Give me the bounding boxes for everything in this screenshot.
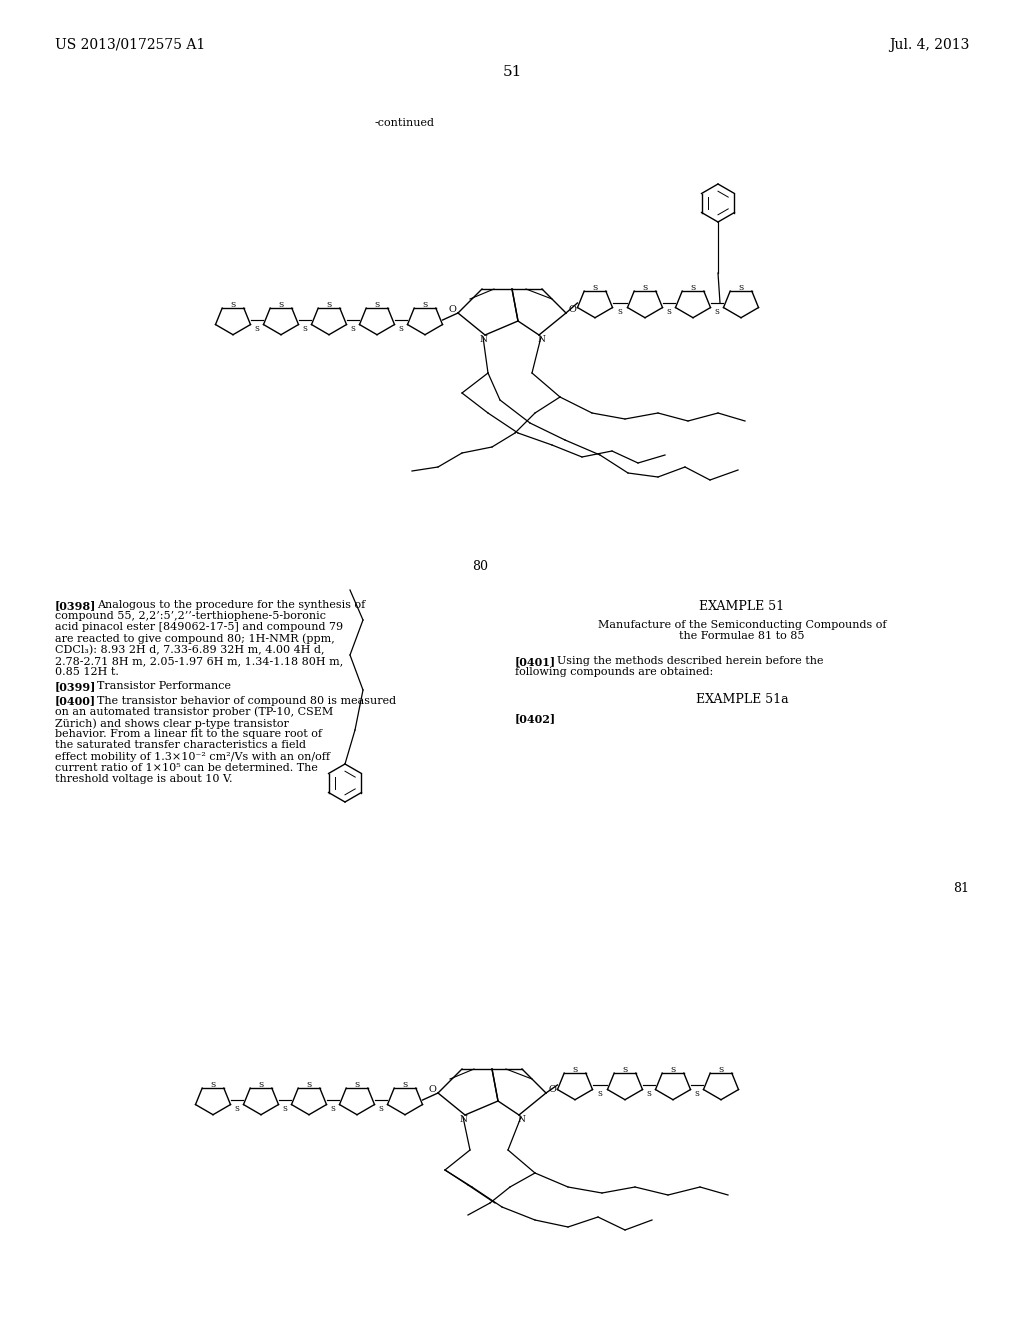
Text: S: S: [738, 284, 743, 292]
Text: CDCl₃): 8.93 2H d, 7.33-6.89 32H m, 4.00 4H d,: CDCl₃): 8.93 2H d, 7.33-6.89 32H m, 4.00…: [55, 644, 325, 655]
Text: S: S: [694, 1090, 699, 1098]
Text: -continued: -continued: [375, 117, 435, 128]
Text: S: S: [350, 325, 355, 333]
Text: behavior. From a linear fit to the square root of: behavior. From a linear fit to the squar…: [55, 729, 322, 739]
Text: [0402]: [0402]: [515, 713, 556, 725]
Text: effect mobility of 1.3×10⁻² cm²/Vs with an on/off: effect mobility of 1.3×10⁻² cm²/Vs with …: [55, 751, 330, 762]
Text: Zürich) and shows clear p-type transistor: Zürich) and shows clear p-type transisto…: [55, 718, 289, 729]
Text: S: S: [398, 325, 403, 333]
Text: Using the methods described herein before the: Using the methods described herein befor…: [557, 656, 823, 665]
Text: S: S: [617, 308, 623, 315]
Text: 51: 51: [503, 65, 521, 79]
Text: S: S: [258, 1081, 263, 1089]
Text: The transistor behavior of compound 80 is measured: The transistor behavior of compound 80 i…: [96, 696, 395, 706]
Text: 0.85 12H t.: 0.85 12H t.: [55, 667, 119, 677]
Text: O: O: [428, 1085, 436, 1094]
Text: Jul. 4, 2013: Jul. 4, 2013: [889, 38, 969, 51]
Text: are reacted to give compound 80; 1H-NMR (ppm,: are reacted to give compound 80; 1H-NMR …: [55, 634, 335, 644]
Text: Transistor Performance: Transistor Performance: [96, 681, 230, 692]
Text: [0399]: [0399]: [55, 681, 96, 693]
Text: S: S: [667, 308, 672, 315]
Text: S: S: [210, 1081, 216, 1089]
Text: following compounds are obtained:: following compounds are obtained:: [515, 667, 714, 677]
Text: O: O: [449, 305, 456, 314]
Text: S: S: [642, 284, 647, 292]
Text: S: S: [592, 284, 598, 292]
Text: current ratio of 1×10⁵ can be determined. The: current ratio of 1×10⁵ can be determined…: [55, 763, 317, 772]
Text: S: S: [402, 1081, 408, 1089]
Text: acid pinacol ester [849062-17-5] and compound 79: acid pinacol ester [849062-17-5] and com…: [55, 623, 343, 632]
Text: S: S: [623, 1067, 628, 1074]
Text: S: S: [255, 325, 259, 333]
Text: O: O: [548, 1085, 556, 1094]
Text: N: N: [459, 1114, 467, 1123]
Text: S: S: [719, 1067, 724, 1074]
Text: S: S: [690, 284, 695, 292]
Text: compound 55, 2,2’:5’,2’’-terthiophene-5-boronic: compound 55, 2,2’:5’,2’’-terthiophene-5-…: [55, 611, 326, 622]
Text: 81: 81: [953, 882, 969, 895]
Text: [0400]: [0400]: [55, 696, 96, 706]
Text: S: S: [283, 1105, 288, 1113]
Text: S: S: [379, 1105, 383, 1113]
Text: S: S: [279, 301, 284, 309]
Text: S: S: [598, 1090, 602, 1098]
Text: 2.78-2.71 8H m, 2.05-1.97 6H m, 1.34-1.18 80H m,: 2.78-2.71 8H m, 2.05-1.97 6H m, 1.34-1.1…: [55, 656, 343, 667]
Text: EXAMPLE 51a: EXAMPLE 51a: [695, 693, 788, 706]
Text: [0401]: [0401]: [515, 656, 556, 667]
Text: S: S: [646, 1090, 651, 1098]
Text: threshold voltage is about 10 V.: threshold voltage is about 10 V.: [55, 774, 232, 784]
Text: S: S: [302, 325, 307, 333]
Text: on an automated transistor prober (TP-10, CSEM: on an automated transistor prober (TP-10…: [55, 706, 333, 717]
Text: N: N: [537, 334, 545, 343]
Text: S: S: [331, 1105, 336, 1113]
Text: S: S: [572, 1067, 578, 1074]
Text: S: S: [375, 301, 380, 309]
Text: S: S: [715, 308, 720, 315]
Text: N: N: [479, 334, 487, 343]
Text: O: O: [568, 305, 575, 314]
Text: S: S: [422, 301, 428, 309]
Text: S: S: [327, 301, 332, 309]
Text: the Formulae 81 to 85: the Formulae 81 to 85: [679, 631, 805, 642]
Text: the saturated transfer characteristics a field: the saturated transfer characteristics a…: [55, 741, 306, 750]
Text: S: S: [671, 1067, 676, 1074]
Text: S: S: [234, 1105, 240, 1113]
Text: N: N: [517, 1114, 525, 1123]
Text: S: S: [354, 1081, 359, 1089]
Text: Manufacture of the Semiconducting Compounds of: Manufacture of the Semiconducting Compou…: [598, 620, 886, 630]
Text: S: S: [306, 1081, 311, 1089]
Text: Analogous to the procedure for the synthesis of: Analogous to the procedure for the synth…: [96, 601, 365, 610]
Text: 80: 80: [472, 560, 488, 573]
Text: [0398]: [0398]: [55, 601, 96, 611]
Text: S: S: [230, 301, 236, 309]
Text: US 2013/0172575 A1: US 2013/0172575 A1: [55, 38, 205, 51]
Text: EXAMPLE 51: EXAMPLE 51: [699, 601, 784, 612]
